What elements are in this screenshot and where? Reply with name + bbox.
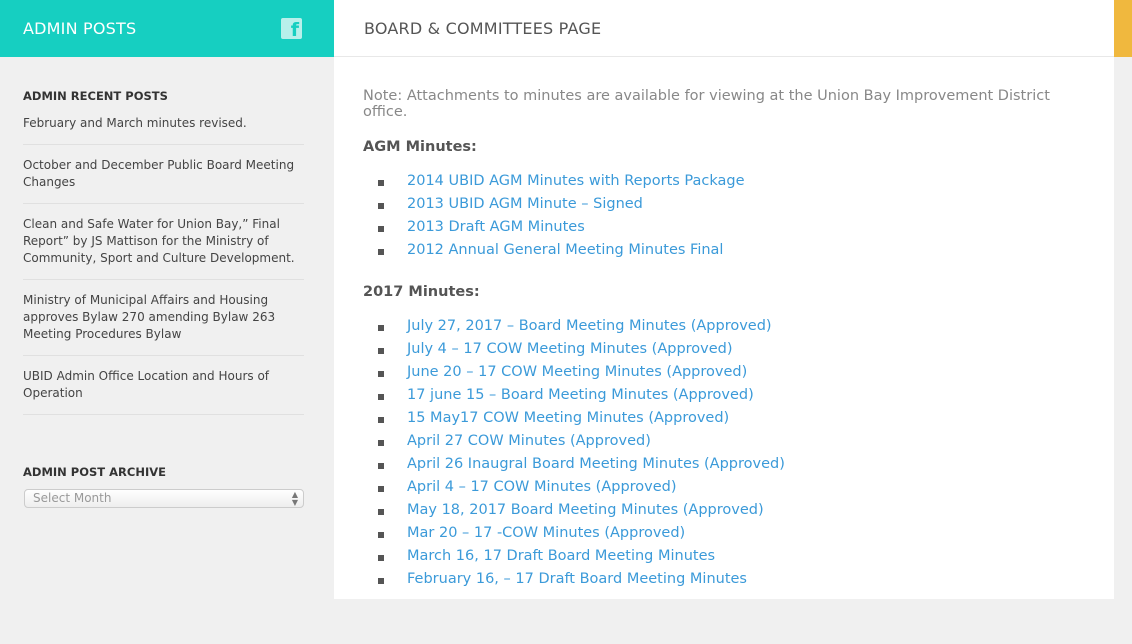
minutes-2017-link[interactable]: Mar 20 – 17 -COW Minutes (Approved) xyxy=(378,522,1085,545)
page-title: BOARD & COMMITTEES PAGE xyxy=(364,18,602,38)
agm-minutes-link[interactable]: 2013 Draft AGM Minutes xyxy=(378,216,1085,239)
minutes-2017-links: July 27, 2017 – Board Meeting Minutes (A… xyxy=(378,315,1085,591)
right-edge xyxy=(1114,0,1132,599)
minutes-2017-link[interactable]: July 27, 2017 – Board Meeting Minutes (A… xyxy=(378,315,1085,338)
minutes-2017-link[interactable]: April 26 Inaugral Board Meeting Minutes … xyxy=(378,453,1085,476)
select-value: Select Month xyxy=(33,491,112,505)
recent-post-link[interactable]: Ministry of Municipal Affairs and Housin… xyxy=(23,292,304,356)
minutes-2017-link[interactable]: 17 june 15 – Board Meeting Minutes (Appr… xyxy=(378,384,1085,407)
recent-posts-list: February and March minutes revised. Octob… xyxy=(23,115,304,415)
minutes-2017-link[interactable]: June 20 – 17 COW Meeting Minutes (Approv… xyxy=(378,361,1085,384)
minutes-2017-link[interactable]: March 16, 17 Draft Board Meeting Minutes xyxy=(378,545,1085,568)
sidebar: ADMIN POSTS f ADMIN RECENT POSTS Februar… xyxy=(0,0,334,599)
recent-post-link[interactable]: Clean and Safe Water for Union Bay,” Fin… xyxy=(23,216,304,280)
minutes-2017-link[interactable]: February 16, – 17 Draft Board Meeting Mi… xyxy=(378,568,1085,591)
facebook-icon[interactable]: f xyxy=(281,18,302,39)
recent-posts-title: ADMIN RECENT POSTS xyxy=(23,89,168,103)
minutes-2017-heading: 2017 Minutes: xyxy=(363,284,480,300)
archive-month-select[interactable]: Select Month ▲ ▼ xyxy=(24,489,304,508)
minutes-2017-link[interactable]: April 4 – 17 COW Minutes (Approved) xyxy=(378,476,1085,499)
select-arrows-icon: ▲ ▼ xyxy=(291,490,298,507)
minutes-2017-link[interactable]: May 18, 2017 Board Meeting Minutes (Appr… xyxy=(378,499,1085,522)
page-header: BOARD & COMMITTEES PAGE xyxy=(334,0,1114,57)
agm-links: 2014 UBID AGM Minutes with Reports Packa… xyxy=(378,170,1085,262)
accent-bar xyxy=(1114,0,1132,57)
agm-minutes-link[interactable]: 2013 UBID AGM Minute – Signed xyxy=(378,193,1085,216)
recent-post-link[interactable]: UBID Admin Office Location and Hours of … xyxy=(23,368,304,415)
minutes-2017-link[interactable]: 15 May17 COW Meeting Minutes (Approved) xyxy=(378,407,1085,430)
main-content: BOARD & COMMITTEES PAGE Note: Attachment… xyxy=(334,0,1114,599)
agm-minutes-link[interactable]: 2014 UBID AGM Minutes with Reports Packa… xyxy=(378,170,1085,193)
note-text: Note: Attachments to minutes are availab… xyxy=(363,88,1050,120)
recent-post-link[interactable]: February and March minutes revised. xyxy=(23,115,304,145)
minutes-2017-link[interactable]: April 27 COW Minutes (Approved) xyxy=(378,430,1085,453)
recent-post-link[interactable]: October and December Public Board Meetin… xyxy=(23,157,304,204)
minutes-2017-link[interactable]: July 4 – 17 COW Meeting Minutes (Approve… xyxy=(378,338,1085,361)
sidebar-header: ADMIN POSTS f xyxy=(0,0,334,57)
agm-heading: AGM Minutes: xyxy=(363,139,477,155)
agm-minutes-link[interactable]: 2012 Annual General Meeting Minutes Fina… xyxy=(378,239,1085,262)
archive-title: ADMIN POST ARCHIVE xyxy=(23,465,166,479)
site-title[interactable]: ADMIN POSTS xyxy=(23,19,137,38)
